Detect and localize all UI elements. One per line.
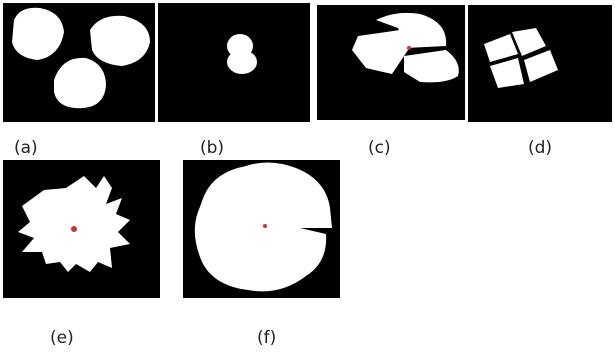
panel-c-image bbox=[317, 5, 465, 120]
panel-label: (e) bbox=[50, 328, 74, 348]
panel-e-image bbox=[3, 160, 160, 298]
panel-label: (d) bbox=[528, 138, 552, 158]
panel-a-image bbox=[3, 3, 155, 122]
panel-d-image bbox=[468, 5, 612, 122]
panel-f-image bbox=[183, 160, 340, 298]
panel-label: (f) bbox=[257, 328, 276, 348]
figure: (a) (b) (c) (d) (e) (f) bbox=[0, 0, 615, 356]
panel-label: (b) bbox=[200, 138, 224, 158]
panel-b-image bbox=[158, 3, 310, 122]
panel-label: (a) bbox=[14, 138, 38, 158]
panel-label: (c) bbox=[368, 138, 391, 158]
panels bbox=[0, 0, 615, 356]
